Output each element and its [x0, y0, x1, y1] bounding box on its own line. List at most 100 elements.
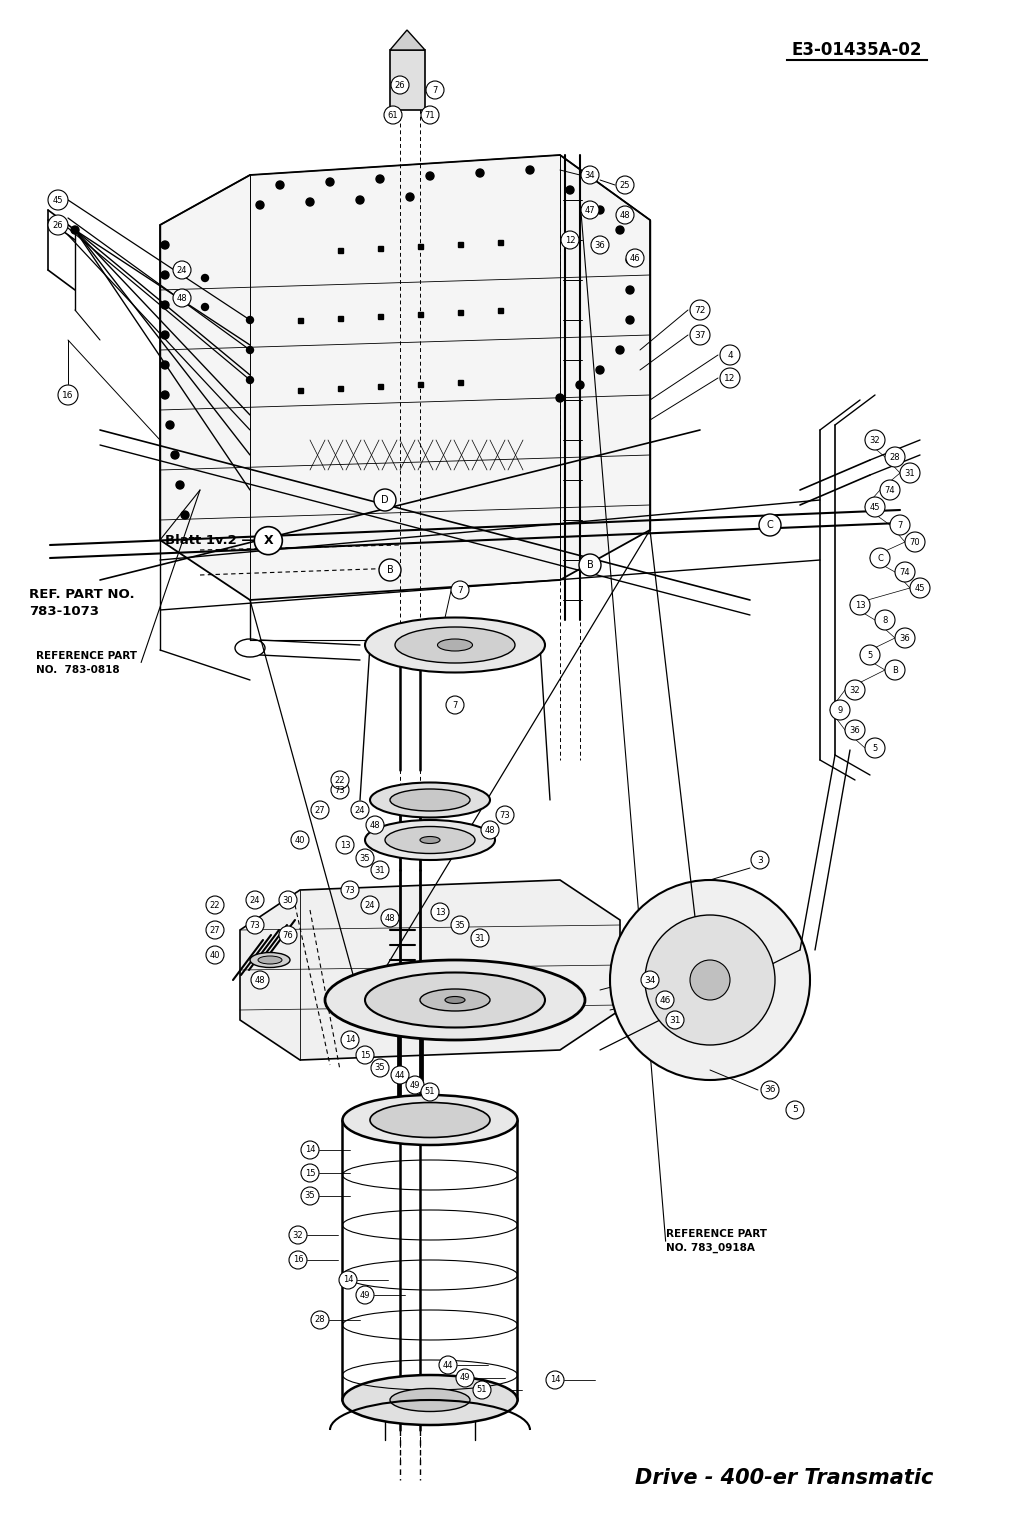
Circle shape: [910, 579, 930, 599]
Circle shape: [641, 972, 659, 988]
Bar: [418, 244, 422, 248]
Bar: [378, 384, 383, 388]
Circle shape: [201, 303, 208, 311]
Text: 34: 34: [644, 976, 655, 984]
Circle shape: [431, 903, 449, 921]
Text: 4: 4: [728, 350, 733, 359]
Circle shape: [581, 166, 599, 184]
Text: 5: 5: [793, 1106, 798, 1115]
Circle shape: [426, 172, 434, 180]
Circle shape: [616, 346, 624, 353]
Ellipse shape: [325, 959, 585, 1040]
Ellipse shape: [610, 880, 810, 1080]
Circle shape: [576, 381, 584, 388]
Text: 3: 3: [757, 856, 763, 865]
Circle shape: [616, 206, 634, 224]
Ellipse shape: [395, 627, 515, 663]
Text: 46: 46: [659, 996, 671, 1005]
Circle shape: [341, 1031, 359, 1049]
Text: 7: 7: [432, 85, 438, 94]
Text: 47: 47: [585, 206, 595, 215]
Bar: [297, 387, 302, 393]
Ellipse shape: [370, 1103, 490, 1138]
Text: 7: 7: [457, 585, 463, 594]
Circle shape: [161, 391, 169, 399]
Text: 48: 48: [176, 294, 188, 303]
Circle shape: [720, 369, 740, 388]
Bar: [457, 242, 462, 247]
Bar: [418, 312, 422, 317]
Text: C: C: [767, 519, 773, 530]
Circle shape: [690, 300, 710, 320]
Text: 40: 40: [295, 836, 305, 844]
Circle shape: [356, 196, 364, 204]
Circle shape: [626, 248, 644, 267]
Text: 51: 51: [425, 1087, 436, 1097]
Text: 76: 76: [283, 931, 293, 940]
Circle shape: [596, 366, 604, 375]
Circle shape: [376, 175, 384, 183]
Text: X: X: [263, 535, 273, 547]
Text: 35: 35: [304, 1191, 316, 1200]
Circle shape: [291, 832, 309, 848]
Bar: [497, 308, 503, 312]
Text: REF. PART NO.
783-1073: REF. PART NO. 783-1073: [29, 588, 134, 618]
Circle shape: [206, 921, 224, 940]
Circle shape: [251, 972, 269, 988]
Text: 16: 16: [62, 390, 73, 399]
Text: 15: 15: [304, 1168, 315, 1177]
Circle shape: [49, 190, 68, 210]
Ellipse shape: [258, 956, 282, 964]
Circle shape: [161, 241, 169, 248]
Text: 7: 7: [897, 521, 903, 530]
Text: 49: 49: [410, 1080, 420, 1089]
Circle shape: [616, 177, 634, 193]
Circle shape: [596, 206, 604, 215]
Circle shape: [246, 915, 264, 934]
Text: 73: 73: [345, 885, 355, 894]
Ellipse shape: [365, 617, 545, 673]
Text: 73: 73: [334, 786, 346, 795]
Text: 7: 7: [452, 701, 457, 710]
Ellipse shape: [445, 996, 465, 1004]
Ellipse shape: [365, 819, 495, 860]
Circle shape: [885, 446, 905, 468]
Circle shape: [161, 330, 169, 340]
Circle shape: [341, 880, 359, 899]
Circle shape: [481, 821, 499, 839]
Text: 28: 28: [315, 1316, 325, 1325]
Bar: [337, 315, 343, 320]
Text: B: B: [586, 560, 593, 570]
Circle shape: [626, 256, 634, 263]
Ellipse shape: [343, 1095, 517, 1145]
Circle shape: [276, 181, 284, 189]
Circle shape: [656, 991, 674, 1010]
Circle shape: [526, 166, 534, 174]
Circle shape: [326, 178, 334, 186]
Circle shape: [370, 860, 389, 879]
Circle shape: [890, 515, 910, 535]
Text: 22: 22: [209, 900, 220, 909]
Circle shape: [336, 836, 354, 854]
Text: 14: 14: [550, 1375, 560, 1384]
Text: 45: 45: [870, 503, 880, 512]
Circle shape: [759, 513, 781, 536]
Text: 35: 35: [455, 920, 465, 929]
Ellipse shape: [343, 1375, 517, 1426]
Text: 48: 48: [369, 821, 381, 830]
Bar: [378, 245, 383, 250]
Text: 31: 31: [475, 934, 485, 943]
Circle shape: [331, 781, 349, 800]
Text: 26: 26: [394, 81, 406, 90]
Text: 14: 14: [345, 1036, 355, 1045]
Circle shape: [176, 481, 184, 489]
Circle shape: [301, 1141, 319, 1159]
Circle shape: [579, 554, 601, 576]
Text: 24: 24: [355, 806, 365, 815]
Text: E3-01435A-02: E3-01435A-02: [792, 41, 922, 59]
Bar: [337, 248, 343, 253]
Circle shape: [301, 1186, 319, 1205]
Circle shape: [626, 286, 634, 294]
Circle shape: [546, 1371, 565, 1389]
Text: 48: 48: [255, 976, 265, 984]
